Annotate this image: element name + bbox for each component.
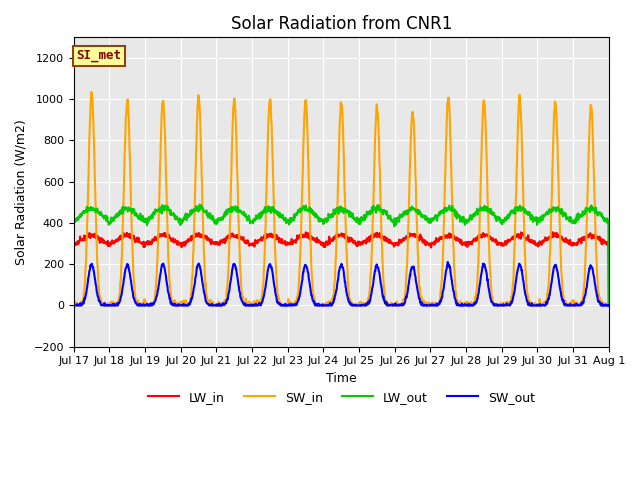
LW_in xyxy=(605,302,612,308)
SW_out xyxy=(425,302,433,308)
LW_out xyxy=(189,208,196,214)
LW_out xyxy=(196,202,204,207)
Line: LW_out: LW_out xyxy=(74,204,609,305)
Line: LW_in: LW_in xyxy=(74,232,609,305)
SW_out xyxy=(444,259,452,265)
SW_in xyxy=(495,302,502,308)
LW_in xyxy=(176,240,184,246)
LW_out xyxy=(425,219,433,225)
SW_out xyxy=(605,302,612,308)
SW_in xyxy=(250,302,257,308)
SW_out xyxy=(71,302,79,308)
LW_out xyxy=(176,219,184,225)
SW_in xyxy=(177,299,184,305)
SW_in xyxy=(70,302,78,308)
Text: SI_met: SI_met xyxy=(76,49,122,62)
LW_in xyxy=(494,241,502,247)
LW_out xyxy=(70,218,77,224)
SW_out xyxy=(176,302,184,308)
LW_in xyxy=(189,235,196,241)
LW_in xyxy=(549,229,557,235)
LW_in xyxy=(541,234,549,240)
SW_in xyxy=(605,302,612,308)
LW_in xyxy=(70,241,77,247)
SW_out xyxy=(542,302,550,308)
LW_out xyxy=(542,212,550,218)
SW_out xyxy=(189,290,197,296)
LW_out xyxy=(249,220,257,226)
LW_in xyxy=(424,240,432,246)
SW_out xyxy=(249,302,257,308)
Line: SW_out: SW_out xyxy=(74,262,609,305)
SW_in xyxy=(542,300,550,305)
SW_out xyxy=(70,302,77,308)
LW_in xyxy=(249,242,257,248)
SW_in xyxy=(425,300,433,305)
SW_out xyxy=(495,302,502,308)
SW_in xyxy=(88,89,95,95)
Legend: LW_in, SW_in, LW_out, SW_out: LW_in, SW_in, LW_out, SW_out xyxy=(143,385,540,408)
SW_in xyxy=(189,246,197,252)
LW_out xyxy=(495,216,502,221)
X-axis label: Time: Time xyxy=(326,372,356,385)
SW_in xyxy=(70,301,77,307)
LW_out xyxy=(605,302,612,308)
Y-axis label: Solar Radiation (W/m2): Solar Radiation (W/m2) xyxy=(15,119,28,265)
Title: Solar Radiation from CNR1: Solar Radiation from CNR1 xyxy=(230,15,452,33)
Line: SW_in: SW_in xyxy=(74,92,609,305)
